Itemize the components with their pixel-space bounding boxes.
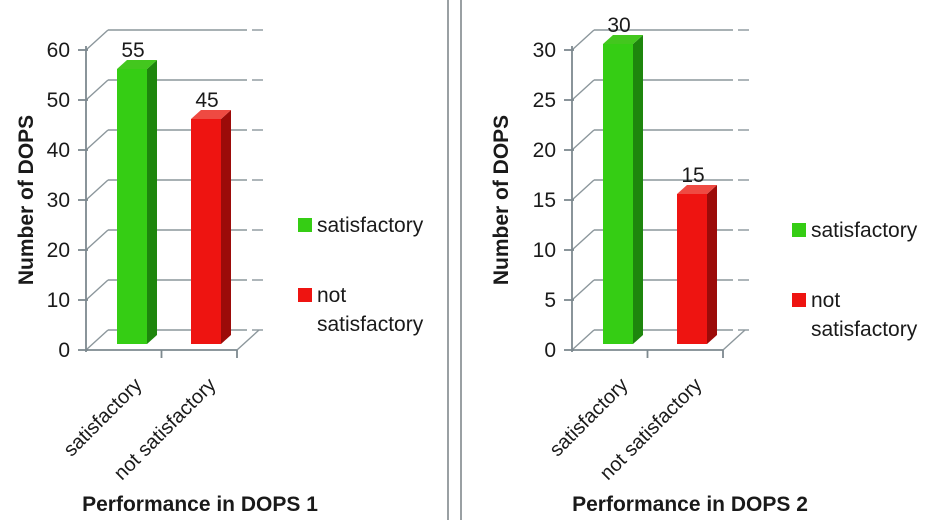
legend-label: not satisfactory [811, 289, 918, 341]
gridline-connector [85, 129, 109, 151]
chart-title: Performance in DOPS 2 [572, 493, 808, 516]
data-label: 45 [195, 89, 218, 112]
bar-side-satisfactory [633, 35, 643, 344]
gridline-connector [85, 229, 109, 251]
gridline-connector [85, 179, 109, 201]
bar-side-not-satisfactory [707, 185, 717, 344]
y-tick-label: 40 [47, 139, 70, 162]
y-tick-label: 20 [533, 139, 556, 162]
legend-swatch-green [792, 223, 806, 237]
legend-swatch-green [298, 218, 312, 232]
bar-top-satisfactory [603, 35, 643, 44]
bar-top-satisfactory [117, 60, 157, 69]
gridline-connector [571, 229, 595, 251]
bar-side-not-satisfactory [221, 110, 231, 344]
y-tick-label: 30 [533, 39, 556, 62]
legend-swatch-red [298, 288, 312, 302]
bar-satisfactory [603, 44, 633, 344]
bar-not-satisfactory [677, 194, 707, 344]
legend-item-satisfactory: satisfactory [298, 211, 445, 240]
panel-divider [447, 0, 462, 520]
y-tick-label: 20 [47, 239, 70, 262]
y-axis-title: Number of DOPS [15, 114, 38, 286]
data-label: 55 [121, 39, 144, 62]
gridline-connector [85, 29, 109, 51]
data-label: 15 [681, 164, 704, 187]
legend-item-satisfactory: satisfactory [792, 216, 926, 245]
y-tick-label: 50 [47, 89, 70, 112]
bar-satisfactory [117, 69, 147, 344]
floor-right-edge [722, 329, 746, 351]
bar-not-satisfactory [191, 119, 221, 344]
gridline-connector [571, 179, 595, 201]
legend-label: satisfactory [317, 214, 424, 237]
bar-top-not-satisfactory [677, 185, 717, 194]
y-tick-label: 25 [533, 89, 556, 112]
chart-title: Performance in DOPS 1 [82, 493, 318, 516]
gridline-connector [85, 329, 109, 351]
bar-top-not-satisfactory [191, 110, 231, 119]
gridline-connector [85, 79, 109, 101]
gridline-connector [571, 29, 595, 51]
legend-label: not satisfactory [317, 284, 424, 336]
y-tick-label: 10 [533, 239, 556, 262]
gridline-connector [85, 279, 109, 301]
gridline-connector [571, 329, 595, 351]
gridline-connector [571, 279, 595, 301]
y-tick-label: 0 [58, 339, 70, 362]
y-tick-label: 0 [544, 339, 556, 362]
legend-item-not-satisfactory: not satisfactory [792, 286, 926, 344]
legend-item-not-satisfactory: not satisfactory [298, 281, 445, 339]
y-tick-label: 30 [47, 189, 70, 212]
data-label: 30 [607, 14, 630, 37]
bar-side-satisfactory [147, 60, 157, 344]
legend-swatch-red [792, 293, 806, 307]
y-tick-label: 60 [47, 39, 70, 62]
legend-label: satisfactory [811, 219, 918, 242]
y-tick-label: 5 [544, 289, 556, 312]
gridline-connector [571, 129, 595, 151]
gridline-connector [571, 79, 595, 101]
y-tick-label: 10 [47, 289, 70, 312]
y-axis-title: Number of DOPS [490, 114, 513, 286]
floor-right-edge [236, 329, 260, 351]
y-tick-label: 15 [533, 189, 556, 212]
